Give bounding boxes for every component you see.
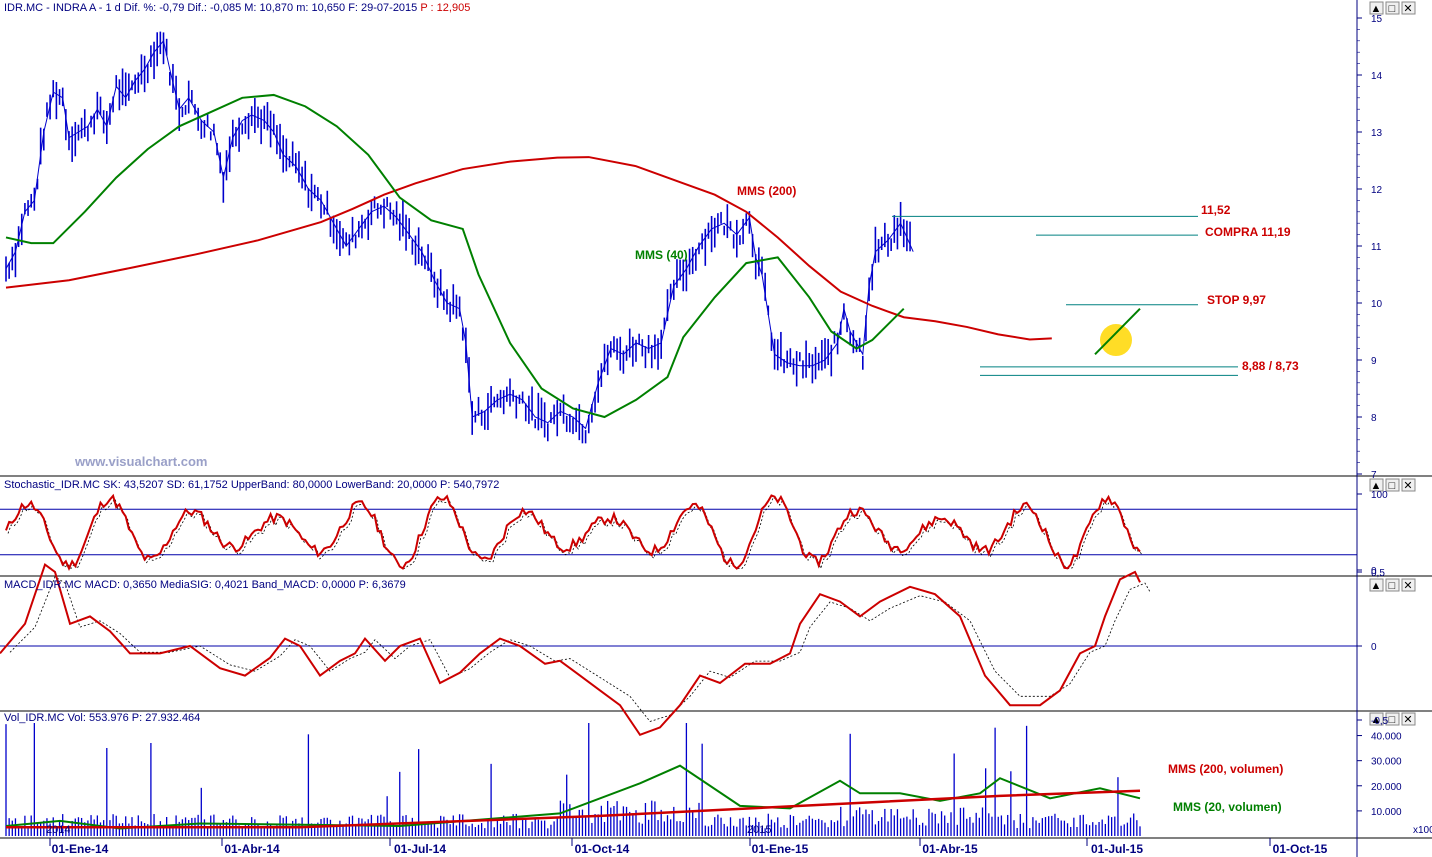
y-tick-label: 12 [1371,185,1383,196]
watermark: www.visualchart.com [74,454,207,469]
crossover-highlight [1100,324,1132,357]
vol-mms20-line [5,764,1141,830]
label-mms200: MMS (200) [737,184,796,198]
stoch-tick-label: 0 [1371,566,1377,577]
macd-title: MACD_IDR.MC MACD: 0,3650 MediaSIG: 0,402… [4,579,406,591]
y-tick-label: 15 [1371,14,1383,25]
stoch-tick-label: 100 [1371,490,1388,501]
panel-button-label: □ [1389,580,1396,592]
x-tick-label: 01-Abr-15 [922,842,978,856]
macd-tick-label: -0,5 [1371,716,1389,727]
panel-button-label: ▲ [1371,714,1382,726]
panel-button-label: □ [1389,714,1396,726]
macd-tick-label: 0,5 [1371,568,1385,579]
year-label: 2015 [747,824,771,836]
panel-button[interactable] [1385,578,1400,592]
price-line [5,39,914,430]
vol-legend-mms20: MMS (20, volumen) [1173,800,1282,814]
panel-button[interactable] [1401,1,1416,15]
header-p-label: P : 12,905 [420,2,470,14]
x-tick-label: 01-Ene-14 [52,842,109,856]
x-tick-label: 01-Ene-15 [752,842,809,856]
stoch-sd-line [7,496,1143,570]
y-tick-label: 10 [1371,299,1383,310]
panel-button-label: ✕ [1403,3,1412,15]
y-tick-label: 11 [1371,242,1382,253]
volume-panel[interactable] [5,723,1141,836]
panel-button[interactable] [1369,578,1384,592]
x-tick-label: 01-Abr-14 [224,842,280,856]
mms200-line [5,156,1052,341]
y-tick-label: 8 [1371,413,1377,424]
panel-button-label: ▲ [1371,580,1382,592]
y-tick-label: 9 [1371,356,1377,367]
panel-button[interactable] [1401,478,1416,492]
macd-panel[interactable] [0,562,1357,737]
macd-signal-line [9,576,1151,722]
panel-button[interactable] [1369,712,1384,726]
panel-button-label: ✕ [1403,714,1412,726]
label-level-11-52: 11,52 [1201,203,1231,217]
stoch-title: Stochastic_IDR.MC SK: 43,5207 SD: 61,175… [4,479,499,491]
year-label: 2014 [46,824,70,836]
label-compra: COMPRA 11,19 [1205,225,1291,239]
y-tick-label: 14 [1371,71,1383,82]
panel-button-label: □ [1389,480,1396,492]
header-symbol: IDR.MC - INDRA A - 1 d Dif. %: -0,79 Dif… [4,2,420,14]
panel-button[interactable] [1385,1,1400,15]
label-support: 8,88 / 8,73 [1242,359,1299,373]
panel-button-label: ▲ [1371,480,1382,492]
chart-header: IDR.MC - INDRA A - 1 d Dif. %: -0,79 Dif… [4,2,470,14]
macd-line [0,562,1141,737]
vol-tick-label: 30.000 [1371,757,1402,768]
vol-tick-label: 40.000 [1371,732,1402,743]
y-tick-label: 7 [1371,470,1377,481]
panel-button[interactable] [1385,712,1400,726]
vol-mms200-line [6,789,1141,829]
x-tick-label: 01-Oct-15 [1273,842,1328,856]
stochastic-panel[interactable] [0,493,1357,571]
panel-button[interactable] [1369,1,1384,15]
x-tick-label: 01-Jul-14 [394,842,446,856]
stoch-sk-line [5,493,1141,571]
panel-button-label: □ [1389,3,1396,15]
vol-tick-label: 20.000 [1371,782,1402,793]
label-mms40: MMS (40) [635,248,688,262]
price-panel[interactable] [5,31,1238,444]
vol-legend-mms200: MMS (200, volumen) [1168,762,1283,776]
vol-tick-label: 10.000 [1371,807,1402,818]
panel-button[interactable] [1385,478,1400,492]
x-tick-label: 01-Oct-14 [575,842,630,856]
panel-button[interactable] [1401,578,1416,592]
mms40-line [5,93,905,419]
panel-button-label: ✕ [1403,580,1412,592]
vol-title: Vol_IDR.MC Vol: 553.976 P: 27.932.464 [4,712,200,724]
x-tick-label: 01-Jul-15 [1091,842,1143,856]
y-tick-label: 13 [1371,128,1383,139]
label-stop: STOP 9,97 [1207,293,1266,307]
panel-button[interactable] [1401,712,1416,726]
panel-button-label: ▲ [1371,3,1382,15]
mms40-projection [1094,307,1141,356]
panel-button-label: ✕ [1403,480,1412,492]
panel-button[interactable] [1369,478,1384,492]
vol-unit-label: x100 [1413,825,1432,836]
macd-tick-label: 0 [1371,642,1377,653]
